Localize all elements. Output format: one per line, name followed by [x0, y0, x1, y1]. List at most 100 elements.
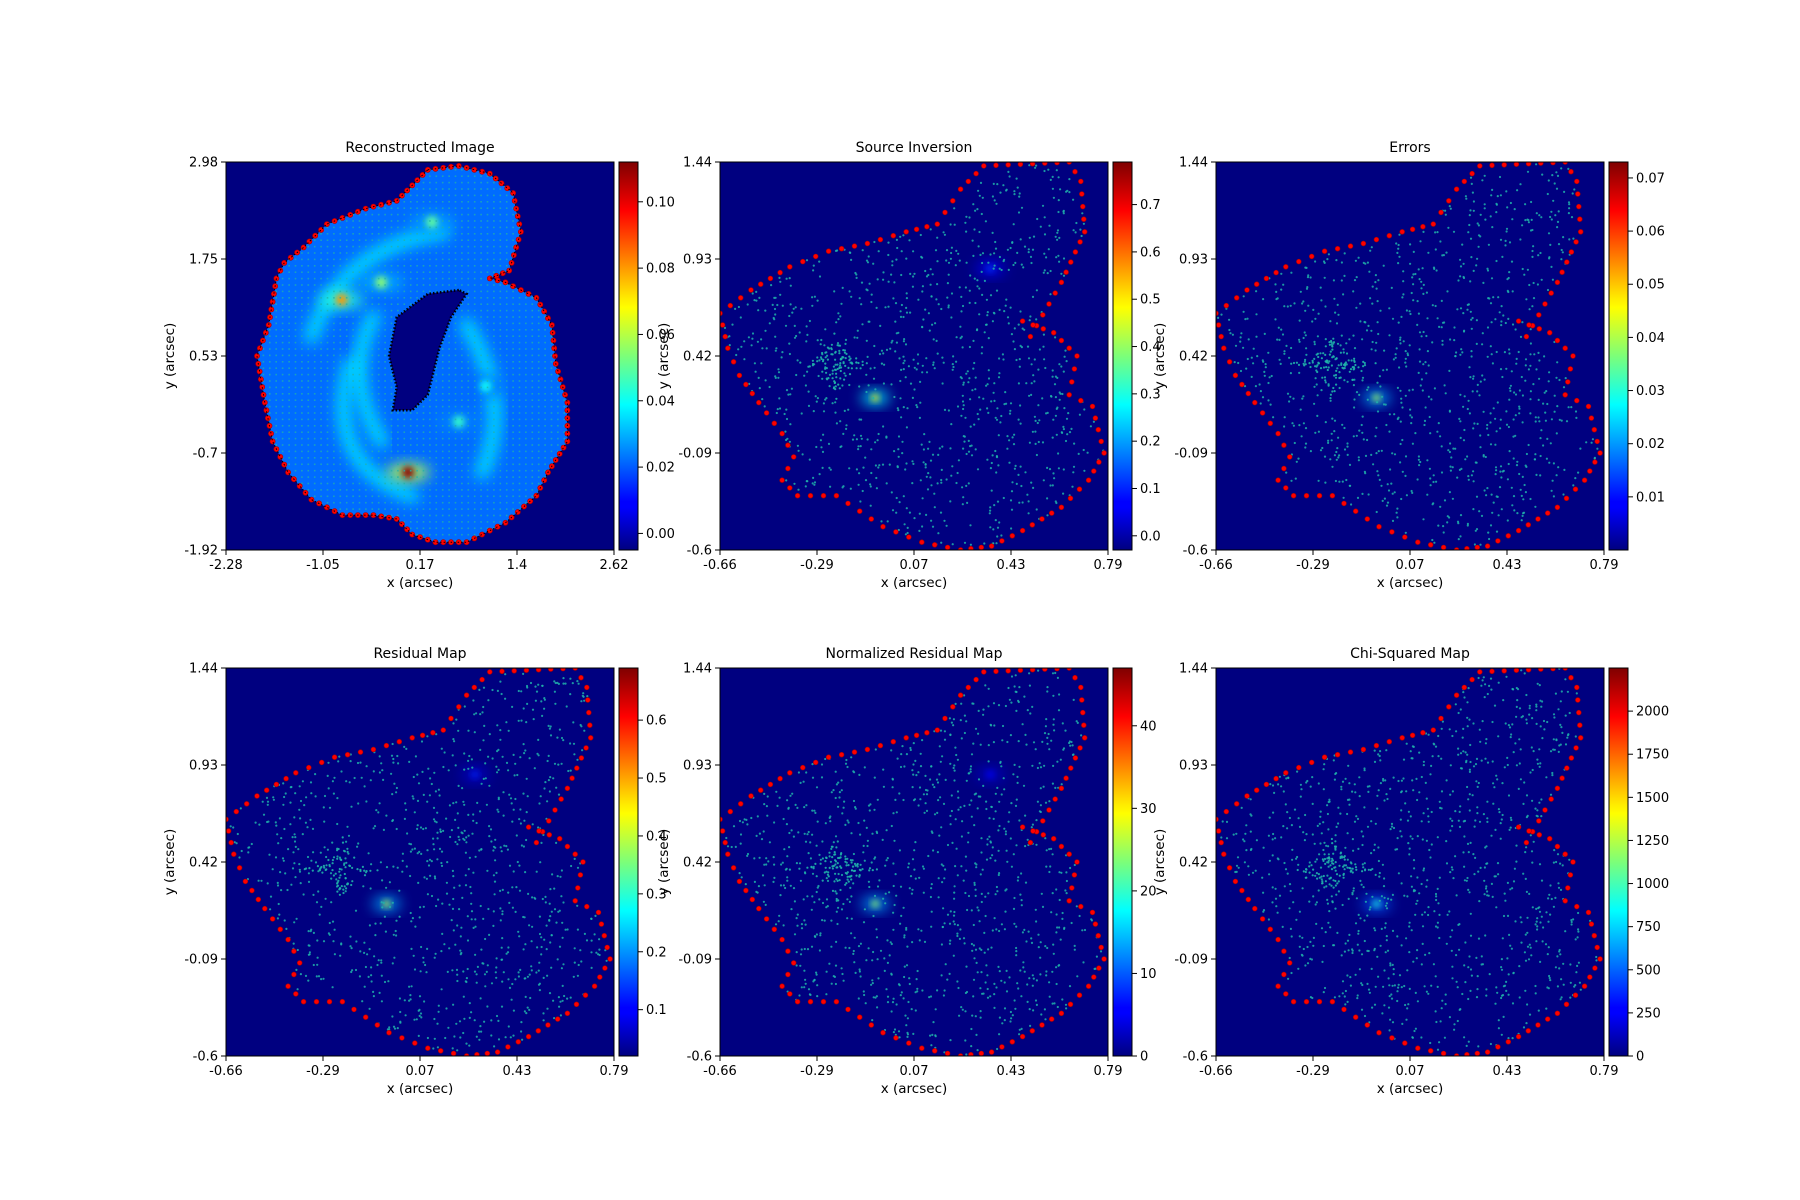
- x-tick-label: 0.79: [600, 1064, 629, 1079]
- x-tick-label: -2.28: [209, 558, 243, 573]
- chart-title: Source Inversion: [856, 140, 973, 156]
- bright-feature-5: [436, 412, 481, 431]
- colorbar-tick-label: 0.02: [646, 461, 675, 476]
- colorbar-tick-label: 0.04: [646, 394, 675, 409]
- x-axis-label: x (arcsec): [1377, 575, 1444, 591]
- y-tick-label: -0.6: [1183, 1050, 1208, 1065]
- colorbar-tick-label: 0: [1140, 1050, 1148, 1065]
- y-axis-label: y (arcsec): [1152, 323, 1168, 390]
- y-tick-label: -0.6: [687, 1050, 712, 1065]
- colorbar-tick-label: 0.04: [1636, 331, 1665, 346]
- pixelization-points: [725, 669, 1103, 1056]
- y-tick-label: 0.42: [683, 856, 712, 871]
- x-tick-label: 0.17: [406, 558, 435, 573]
- x-tick-label: -0.66: [703, 558, 737, 573]
- y-tick-label: 1.44: [189, 662, 218, 677]
- y-tick-label: -0.6: [193, 1050, 218, 1065]
- mask-border: [1216, 162, 1603, 550]
- plot-area: [720, 668, 1107, 1056]
- x-tick-label: 0.43: [1493, 558, 1522, 573]
- x-tick-label: -0.66: [209, 1064, 243, 1079]
- plot-area: [1216, 162, 1603, 550]
- chart-title: Normalized Residual Map: [826, 646, 1003, 662]
- panel-5: Normalized Residual Map -0.66 -0.29 0.07 0.4…: [656, 646, 1157, 1097]
- panel-4: Residual Map -0.66 -0.29 0.07 0.43 0.79 x (arc…: [162, 646, 667, 1097]
- x-tick-label: -0.66: [1199, 1064, 1233, 1079]
- x-tick-label: 1.4: [507, 558, 528, 573]
- colorbar-tick-label: 0.06: [646, 328, 675, 343]
- x-axis-label: x (arcsec): [881, 575, 948, 591]
- colorbar-tick-label: 20: [1140, 884, 1157, 899]
- y-tick-label: 1.44: [683, 662, 712, 677]
- colorbar-tick-label: 1750: [1636, 748, 1669, 763]
- y-tick-label: 1.44: [683, 156, 712, 171]
- y-tick-label: 0.93: [683, 759, 712, 774]
- pixelization-points: [1217, 163, 1599, 546]
- y-tick-label: 0.93: [1179, 759, 1208, 774]
- x-tick-label: 0.79: [1094, 1064, 1123, 1079]
- panel-2: Source Inversion -0.66 -0.29 0.07 0.43 0.79 x …: [656, 140, 1161, 591]
- panel-1: Reconstructed Image -2.28 -1.05 0.17 1.4 2.62…: [162, 140, 675, 591]
- x-tick-label: 2.62: [600, 558, 629, 573]
- colorbar-tick-label: 0.3: [646, 887, 667, 902]
- colorbar-tick-label: 0.07: [1636, 171, 1665, 186]
- x-tick-label: -0.66: [703, 1064, 737, 1079]
- bright-feature-3: [409, 213, 454, 232]
- colorbar: [1608, 161, 1629, 551]
- chart-title: Chi-Squared Map: [1350, 646, 1470, 662]
- colorbar-tick-label: 0.6: [646, 714, 667, 729]
- colorbar: [1608, 667, 1629, 1057]
- y-tick-label: -0.09: [1174, 447, 1208, 462]
- colorbar-tick-label: 0.05: [1636, 278, 1665, 293]
- y-tick-label: 2.98: [189, 156, 218, 171]
- x-tick-label: 0.07: [900, 558, 929, 573]
- bright-feature-1: [861, 390, 890, 405]
- y-axis-label: y (arcsec): [1152, 829, 1168, 896]
- x-tick-label: -0.29: [800, 1064, 834, 1079]
- colorbar-tick-label: 10: [1140, 967, 1157, 982]
- x-axis-label: x (arcsec): [387, 575, 454, 591]
- colorbar-tick-label: 0.02: [1636, 437, 1665, 452]
- y-tick-label: 1.75: [189, 253, 218, 268]
- y-tick-label: 0.42: [1179, 856, 1208, 871]
- colorbar-tick-label: 0.06: [1636, 225, 1665, 240]
- outer-mask-line: [256, 165, 568, 543]
- colorbar-tick-label: 0.4: [1140, 340, 1161, 355]
- bright-feature-2: [976, 261, 1005, 276]
- y-tick-label: -0.09: [678, 953, 712, 968]
- y-axis-label: y (arcsec): [656, 323, 672, 390]
- x-tick-label: 0.07: [900, 1064, 929, 1079]
- x-tick-label: 0.79: [1094, 558, 1123, 573]
- y-tick-label: -0.6: [1183, 544, 1208, 559]
- plot-area: [226, 668, 613, 1056]
- colorbar: [1112, 667, 1133, 1057]
- colorbar-tick-label: 0.6: [1140, 245, 1161, 260]
- bright-feature-1: [861, 896, 890, 911]
- colorbar: [1112, 161, 1133, 551]
- y-tick-label: 0.42: [189, 856, 218, 871]
- y-axis-label: y (arcsec): [162, 323, 178, 390]
- colorbar-tick-label: 750: [1636, 920, 1661, 935]
- colorbar-tick-label: 0.03: [1636, 384, 1665, 399]
- colorbar-tick-label: 250: [1636, 1006, 1661, 1021]
- chart-title: Residual Map: [373, 646, 466, 662]
- colorbar-tick-label: 0.5: [1140, 293, 1161, 308]
- bright-feature-2: [359, 273, 404, 292]
- x-tick-label: 0.43: [997, 1064, 1026, 1079]
- y-tick-label: -0.09: [678, 447, 712, 462]
- plot-area: [254, 162, 571, 546]
- bright-feature-1: [319, 290, 364, 309]
- bright-feature-4: [386, 463, 431, 482]
- y-tick-label: 0.93: [1179, 253, 1208, 268]
- mask-border: [1216, 668, 1603, 1056]
- y-tick-label: 0.93: [683, 253, 712, 268]
- pixelization-points: [723, 164, 1105, 546]
- colorbar-tick-label: 1000: [1636, 877, 1669, 892]
- x-tick-label: -0.66: [1199, 558, 1233, 573]
- x-axis-label: x (arcsec): [1377, 1081, 1444, 1097]
- x-tick-label: -0.29: [1296, 1064, 1330, 1079]
- colorbar-tick-label: 0.1: [1140, 482, 1161, 497]
- mask-border: [226, 668, 613, 1056]
- lensed-arc-4: [352, 310, 389, 449]
